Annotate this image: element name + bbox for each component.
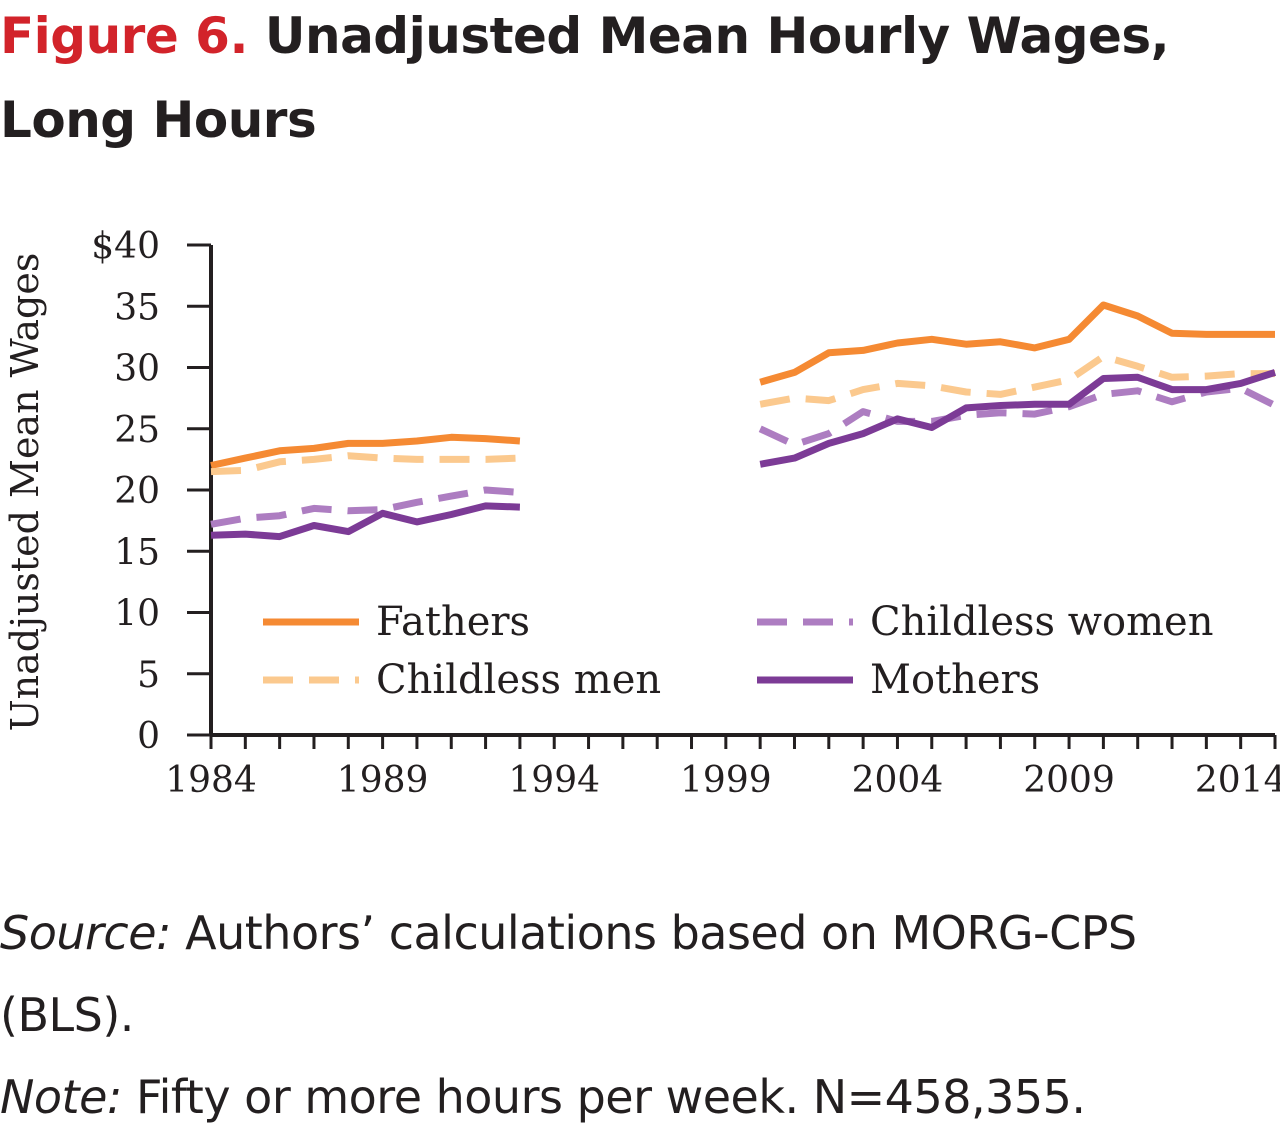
y-tick-label: 35 <box>114 287 160 328</box>
figure-label: Figure 6. <box>0 7 248 65</box>
series-layer <box>210 301 1277 541</box>
y-tick-label: 15 <box>114 532 160 573</box>
legend-item-mothers: Mothers <box>757 657 1040 703</box>
series-line-childless-women <box>758 384 1277 449</box>
legend-item-childless-men: Childless men <box>263 657 661 703</box>
figure-title-text: Unadjusted Mean Hourly Wages, Long Hours <box>0 7 1170 149</box>
source-text: Authors’ calculations based on MORG-CPS … <box>0 906 1137 1042</box>
series-line-fathers <box>759 301 1275 386</box>
x-tick-label: 1989 <box>337 760 429 801</box>
legend-label: Childless women <box>870 599 1213 645</box>
y-tick-label: 25 <box>114 410 160 451</box>
series-line-fathers <box>210 433 521 469</box>
y-axis: 0 5 10 15 20 25 30 35 $40 <box>91 226 213 757</box>
x-tick-label: 1994 <box>508 760 600 801</box>
x-tick-label: 2014 <box>1195 760 1280 801</box>
note-text: Fifty or more hours per week. N=458,355. <box>136 1070 1086 1124</box>
y-tick-label: 30 <box>114 349 160 390</box>
legend-label: Fathers <box>376 599 530 645</box>
series-line-mothers <box>210 502 521 541</box>
series-line-childless-men <box>210 452 521 476</box>
line-chart: Unadjusted Mean Wages 05101520253035$40 … <box>3 226 1280 801</box>
figure-title: Figure 6. Unadjusted Mean Hourly Wages, … <box>0 0 1275 162</box>
x-tick-label: 2004 <box>852 760 944 801</box>
legend-label: Childless men <box>376 657 661 703</box>
x-tick-label: 1999 <box>680 760 772 801</box>
series-line-childless-women <box>210 486 521 528</box>
figure-notes: Source: Authors’ calculations based on M… <box>0 892 1270 1138</box>
legend-label: Mothers <box>870 657 1040 703</box>
source-line: Source: Authors’ calculations based on M… <box>0 892 1270 1056</box>
x-tick-label: 2009 <box>1023 760 1115 801</box>
x-axis: 1984 1989 1994 1999 2004 2009 2014 <box>165 733 1280 801</box>
y-tick-label: 0 <box>137 716 160 757</box>
x-tick-label: 1984 <box>165 760 257 801</box>
legend-item-fathers: Fathers <box>263 599 530 645</box>
legend-item-childless-women: Childless women <box>757 599 1213 645</box>
y-tick-label: 5 <box>137 655 160 696</box>
series-line-childless-men <box>759 353 1275 408</box>
y-tick-label: 10 <box>114 594 160 635</box>
series-line-mothers <box>759 369 1277 468</box>
y-tick-label: 20 <box>114 471 160 512</box>
note-label: Note: <box>0 1070 122 1124</box>
y-axis-label: Unadjusted Mean Wages <box>3 253 47 732</box>
source-label: Source: <box>0 906 172 960</box>
legend: Fathers Childless men Childless women Mothe… <box>263 599 1213 703</box>
y-tick-label: $40 <box>91 226 160 267</box>
note-line: Note: Fifty or more hours per week. N=45… <box>0 1056 1270 1138</box>
